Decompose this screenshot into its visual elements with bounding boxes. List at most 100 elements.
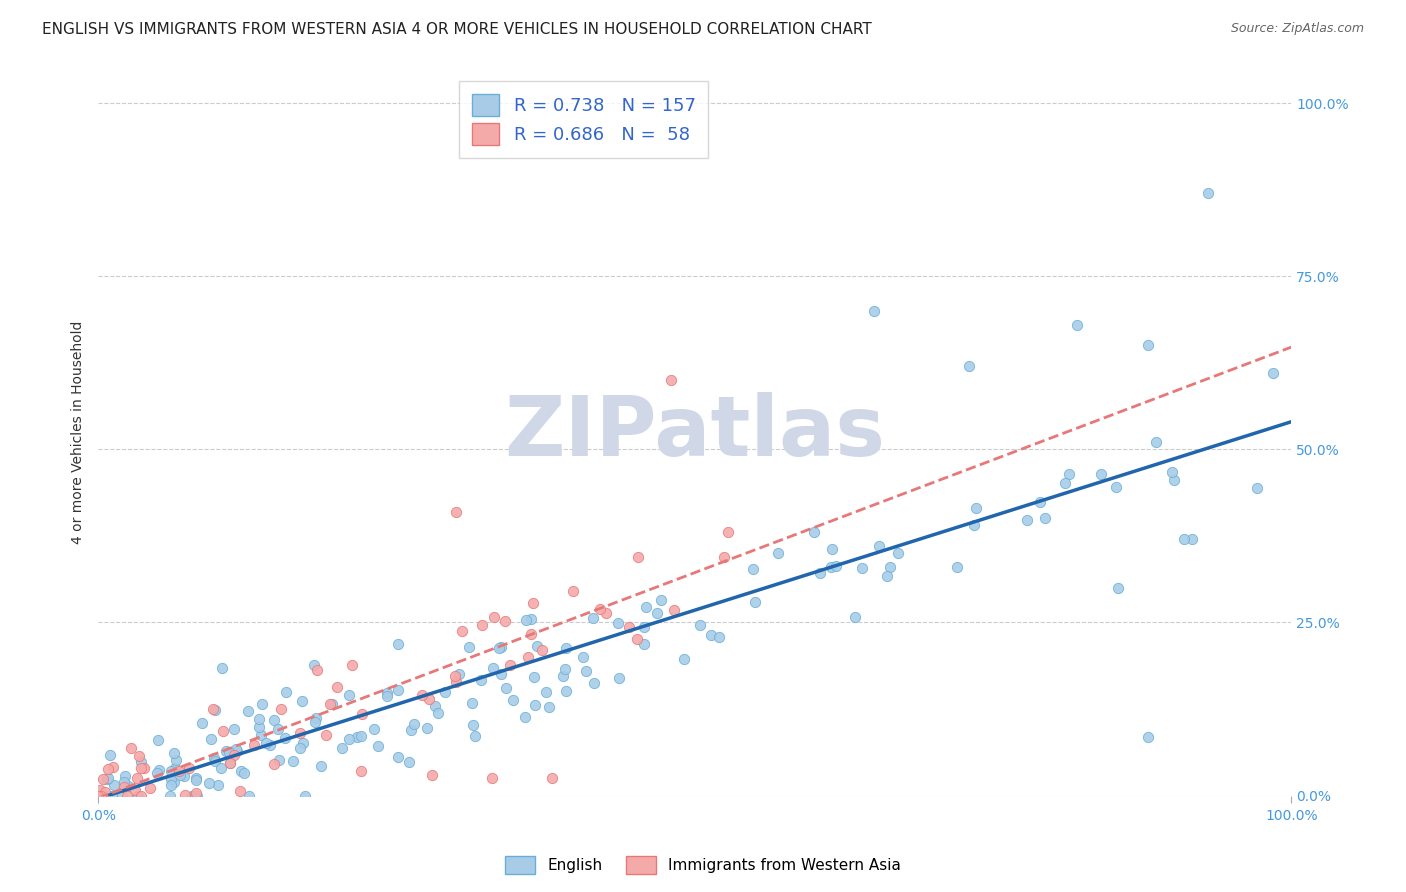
Point [689,618,711,632]
Point [90,789,112,803]
Point [411,688,433,702]
Point [183,789,205,803]
Point [538,699,561,714]
Point [186,772,208,786]
Point [173,769,195,783]
Point [215,744,238,758]
Point [97,771,120,785]
Point [418,692,440,706]
Point [513,710,536,724]
Point [321,697,343,711]
Point [148,763,170,777]
Point [97,762,120,776]
Point [112,780,135,795]
Point [768,546,790,560]
Point [387,682,409,697]
Point [607,671,630,685]
Point [91,772,114,786]
Point [101,760,124,774]
Point [583,676,606,690]
Point [572,650,595,665]
Point [305,663,328,677]
Point [266,722,288,736]
Point [224,747,246,762]
Point [201,702,224,716]
Point [425,698,447,713]
Point [662,603,685,617]
Point [229,784,252,798]
Point [326,680,349,694]
Point [346,730,368,744]
Point [160,772,183,787]
Point [879,559,901,574]
Point [957,359,980,374]
Point [713,549,735,564]
Point [489,667,512,681]
Point [202,751,225,765]
Point [633,620,655,634]
Point [488,640,510,655]
Point [803,525,825,540]
Y-axis label: 4 or more Vehicles in Household: 4 or more Vehicles in Household [72,320,86,544]
Point [824,558,846,573]
Point [209,761,232,775]
Point [446,505,468,519]
Point [1144,434,1167,449]
Point [1029,495,1052,509]
Point [821,542,844,557]
Point [96,789,118,803]
Point [523,670,546,684]
Point [247,720,270,734]
Point [270,702,292,716]
Point [862,304,884,318]
Point [1246,481,1268,495]
Point [250,698,273,712]
Point [163,747,186,761]
Point [434,684,457,698]
Point [132,761,155,775]
Point [292,736,315,750]
Point [191,716,214,731]
Point [650,593,672,607]
Point [562,584,585,599]
Point [575,664,598,678]
Point [1137,338,1160,352]
Point [89,783,111,797]
Point [502,692,524,706]
Point [633,637,655,651]
Point [165,753,187,767]
Point [120,741,142,756]
Point [531,642,554,657]
Point [263,713,285,727]
Point [129,789,152,803]
Point [808,566,831,580]
Point [254,736,277,750]
Point [200,731,222,746]
Point [444,669,467,683]
Point [965,500,987,515]
Point [1105,480,1128,494]
Point [470,673,492,687]
Point [93,785,115,799]
Point [844,610,866,624]
Point [461,718,484,732]
Point [606,616,628,631]
Point [169,768,191,782]
Point [112,775,135,789]
Point [482,661,505,675]
Point [1090,467,1112,481]
Point [165,761,187,775]
Point [820,559,842,574]
Point [288,726,311,740]
Point [115,789,138,803]
Point [427,706,450,720]
Point [946,560,969,574]
Point [294,789,316,803]
Point [876,568,898,582]
Point [309,759,332,773]
Point [494,614,516,628]
Point [238,789,260,803]
Point [554,641,576,656]
Point [742,562,765,576]
Point [1181,532,1204,546]
